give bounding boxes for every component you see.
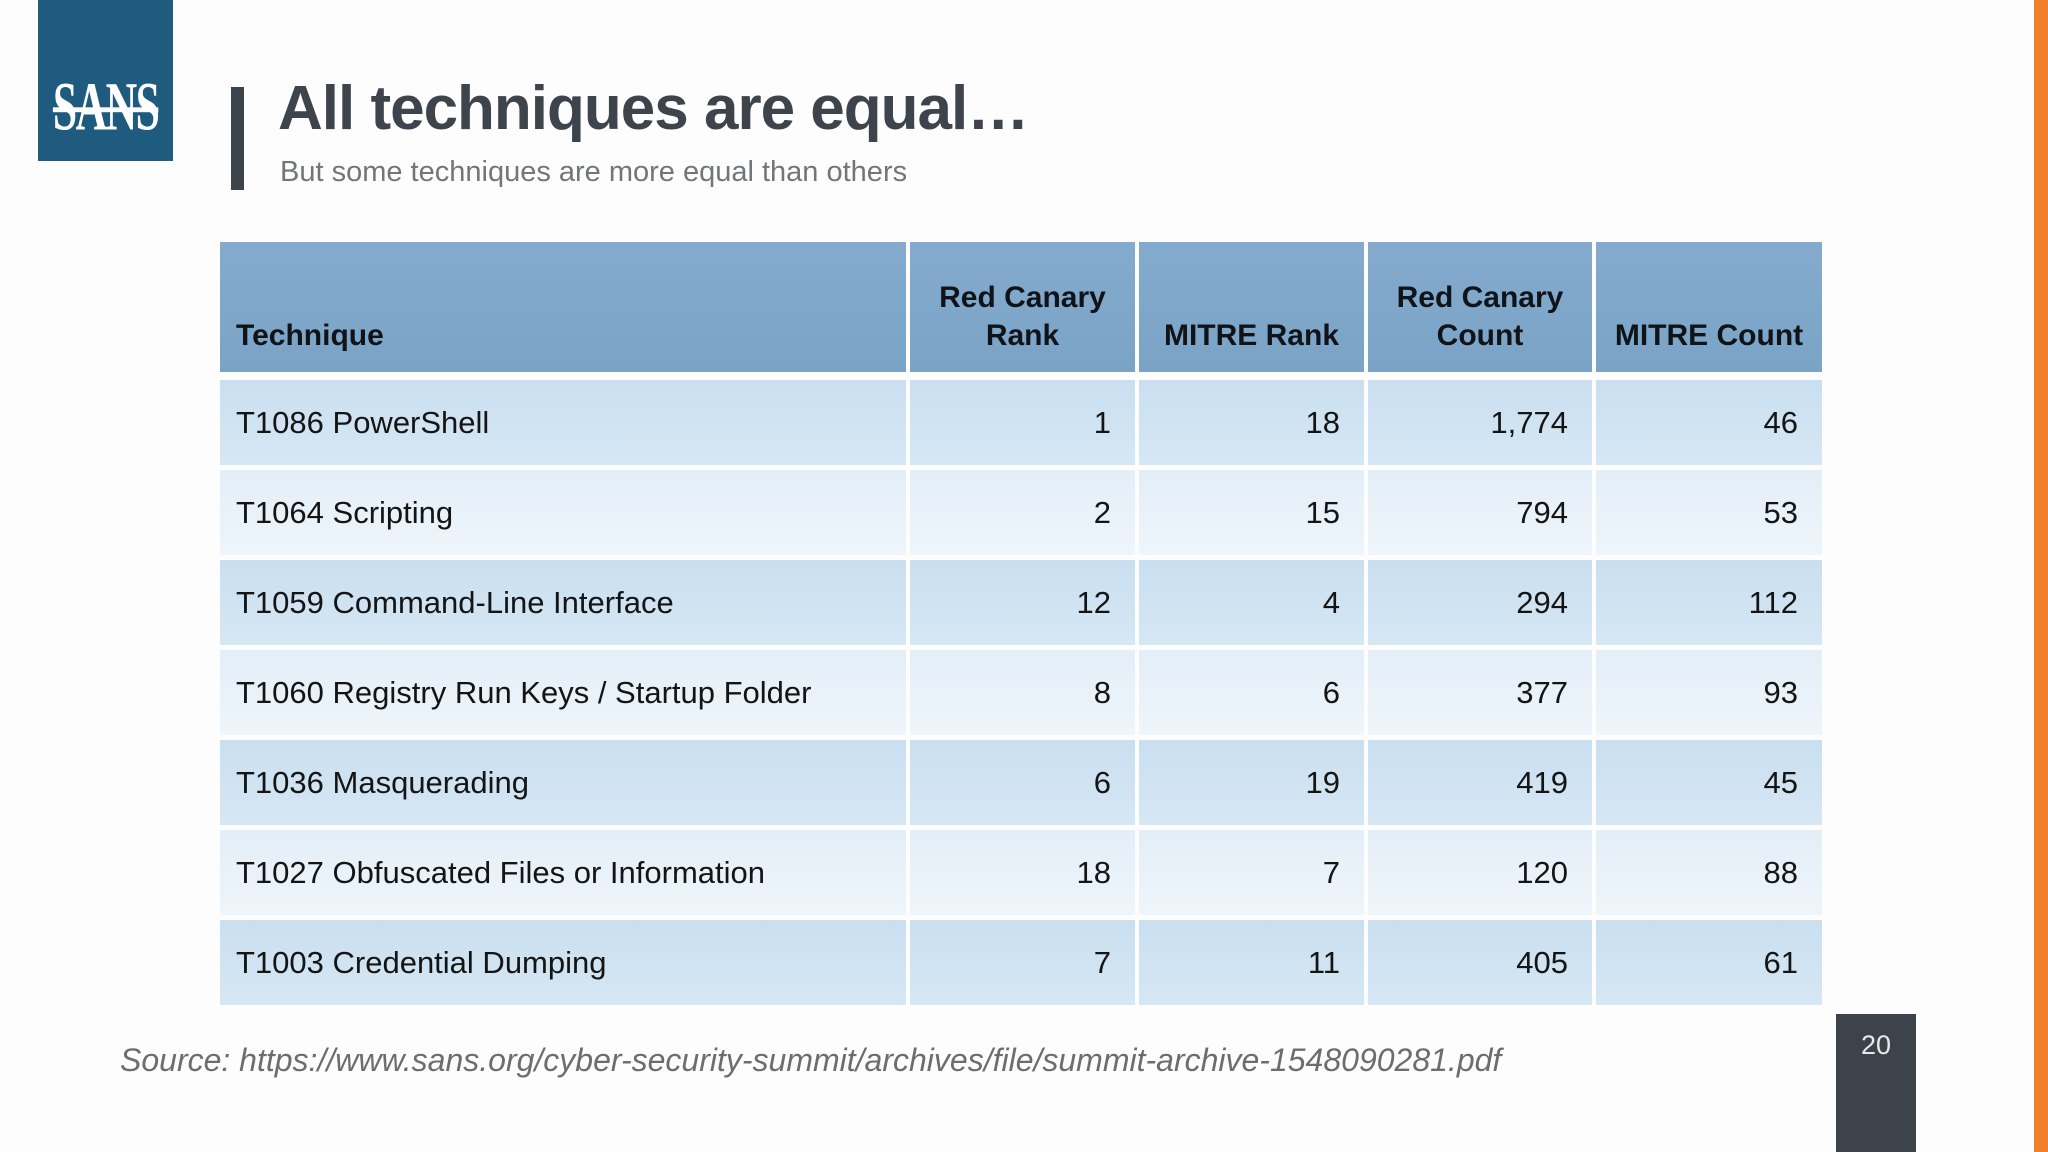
value-cell: 15 <box>1139 465 1368 555</box>
value-cell: 120 <box>1368 825 1596 915</box>
value-cell: 11 <box>1139 915 1368 1005</box>
column-header: Red Canary Count <box>1368 242 1596 375</box>
page-number-box: 20 <box>1836 1014 1916 1152</box>
value-cell: 2 <box>910 465 1139 555</box>
value-cell: 93 <box>1596 645 1822 735</box>
table-body: T1086 PowerShell 1 18 1,774 46 T1064 Scriptin… <box>220 375 1822 1005</box>
sans-logo: SANS <box>38 0 173 161</box>
column-header: MITRE Rank <box>1139 242 1368 375</box>
column-header: Red Canary Rank <box>910 242 1139 375</box>
value-cell: 794 <box>1368 465 1596 555</box>
technique-cell: T1036 Masquerading <box>220 735 910 825</box>
value-cell: 19 <box>1139 735 1368 825</box>
value-cell: 405 <box>1368 915 1596 1005</box>
technique-cell: T1059 Command-Line Interface <box>220 555 910 645</box>
table-row: T1003 Credential Dumping 7 11 405 61 <box>220 915 1822 1005</box>
technique-cell: T1027 Obfuscated Files or Information <box>220 825 910 915</box>
column-header: MITRE Count <box>1596 242 1822 375</box>
table-header-row: Technique Red Canary Rank MITRE Rank Red Ca… <box>220 242 1822 375</box>
technique-cell: T1086 PowerShell <box>220 375 910 465</box>
column-header: Technique <box>220 242 910 375</box>
value-cell: 1 <box>910 375 1139 465</box>
value-cell: 61 <box>1596 915 1822 1005</box>
technique-cell: T1064 Scripting <box>220 465 910 555</box>
value-cell: 18 <box>910 825 1139 915</box>
title-accent-bar <box>231 87 244 190</box>
value-cell: 377 <box>1368 645 1596 735</box>
value-cell: 7 <box>1139 825 1368 915</box>
table-row: T1064 Scripting 2 15 794 53 <box>220 465 1822 555</box>
source-citation: Source: https://www.sans.org/cyber-secur… <box>120 1042 1502 1078</box>
table-row: T1027 Obfuscated Files or Information 18 7… <box>220 825 1822 915</box>
technique-cell: T1060 Registry Run Keys / Startup Folder <box>220 645 910 735</box>
techniques-table: Technique Red Canary Rank MITRE Rank Red Ca… <box>220 242 1822 1005</box>
value-cell: 53 <box>1596 465 1822 555</box>
table-row: T1036 Masquerading 6 19 419 45 <box>220 735 1822 825</box>
value-cell: 12 <box>910 555 1139 645</box>
table-row: T1059 Command-Line Interface 12 4 294 112 <box>220 555 1822 645</box>
slide-subtitle: But some techniques are more equal than … <box>280 156 908 188</box>
page-number: 20 <box>1860 1030 1892 1060</box>
value-cell: 8 <box>910 645 1139 735</box>
value-cell: 46 <box>1596 375 1822 465</box>
right-edge-accent-stripe <box>2034 0 2048 1152</box>
sans-logo-text: SANS <box>52 69 160 146</box>
value-cell: 18 <box>1139 375 1368 465</box>
value-cell: 88 <box>1596 825 1822 915</box>
slide-title: All techniques are equal… <box>278 74 1029 143</box>
value-cell: 6 <box>1139 645 1368 735</box>
table-row: T1060 Registry Run Keys / Startup Folder… <box>220 645 1822 735</box>
technique-cell: T1003 Credential Dumping <box>220 915 910 1005</box>
value-cell: 6 <box>910 735 1139 825</box>
value-cell: 294 <box>1368 555 1596 645</box>
value-cell: 112 <box>1596 555 1822 645</box>
value-cell: 4 <box>1139 555 1368 645</box>
value-cell: 7 <box>910 915 1139 1005</box>
value-cell: 45 <box>1596 735 1822 825</box>
value-cell: 419 <box>1368 735 1596 825</box>
value-cell: 1,774 <box>1368 375 1596 465</box>
table-row: T1086 PowerShell 1 18 1,774 46 <box>220 375 1822 465</box>
